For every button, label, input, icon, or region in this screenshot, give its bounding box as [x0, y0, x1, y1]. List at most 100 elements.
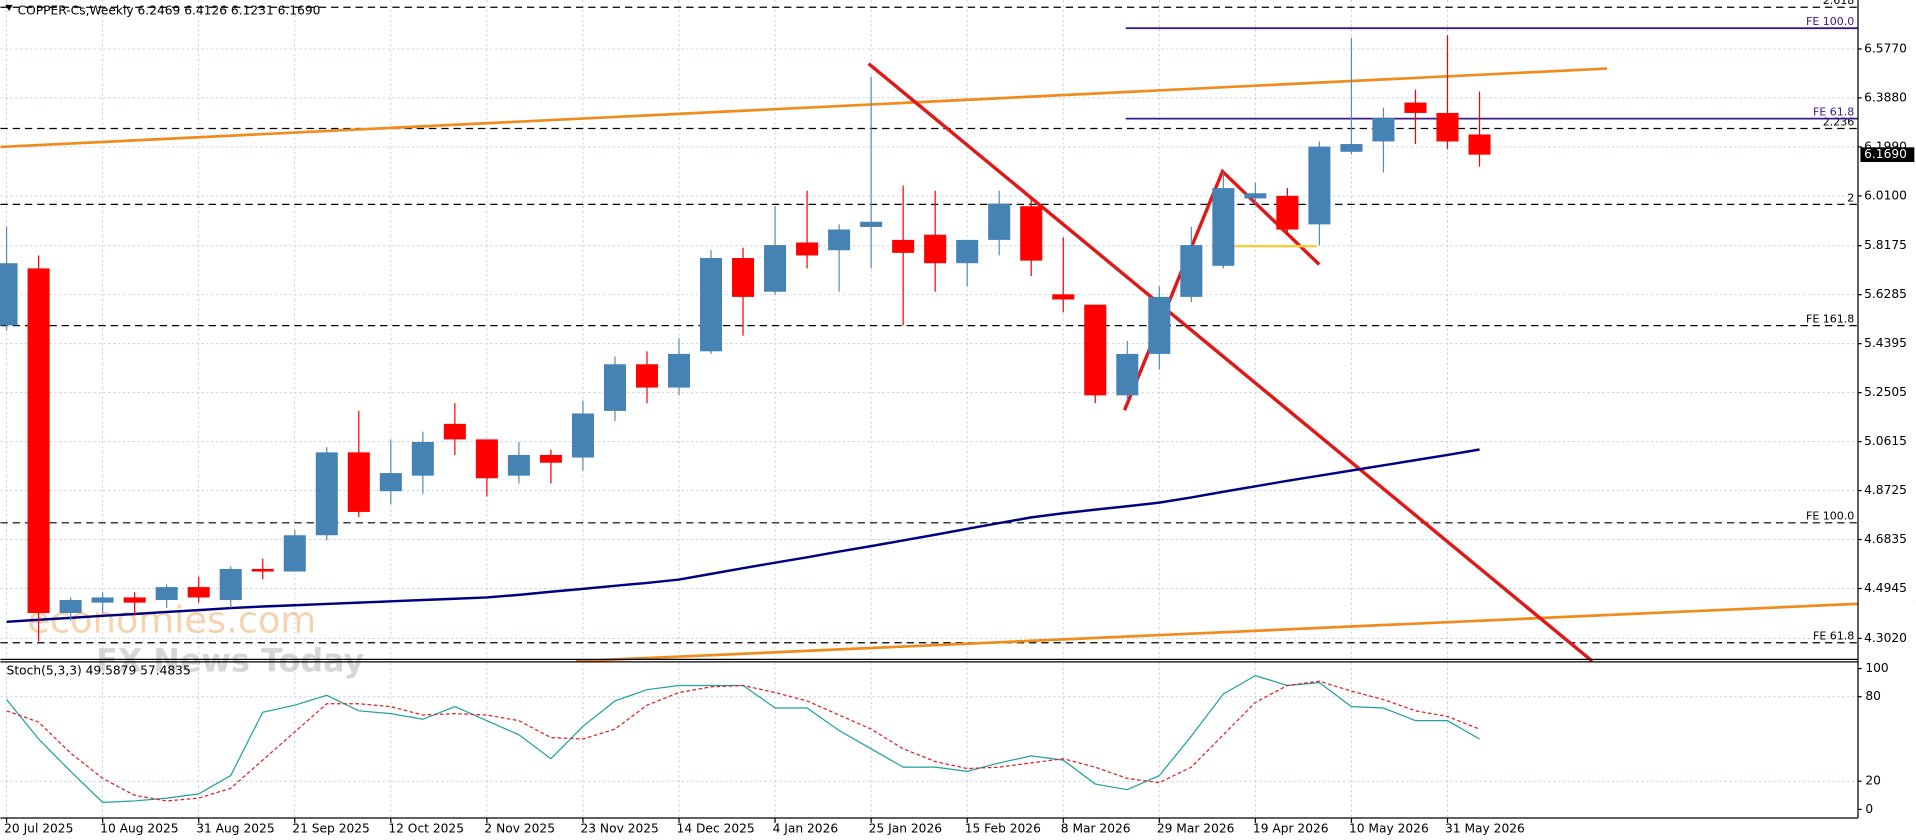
candle-body: [571, 413, 594, 458]
candle-body: [1052, 294, 1075, 300]
candle-body: [379, 473, 402, 492]
x-tick-label: 14 Dec 2025: [677, 821, 755, 835]
y-tick-label: 100: [1865, 661, 1888, 675]
candle-body: [956, 239, 979, 264]
current-price-box: [1860, 147, 1915, 163]
candle-body: [91, 597, 114, 603]
candle-body: [667, 353, 691, 388]
candle-body: [0, 263, 18, 326]
trend-line: [575, 599, 1916, 663]
candle-body: [1436, 112, 1459, 142]
axes: 6.57706.38806.19906.01005.81755.62855.43…: [4, 41, 1915, 835]
x-tick-label: 29 Mar 2026: [1157, 821, 1235, 835]
candle-body: [443, 423, 466, 440]
y-tick-label: 6.3880: [1864, 90, 1907, 104]
watermark-text: FX News Today: [96, 641, 365, 679]
x-tick-label: 2 Nov 2025: [484, 821, 555, 835]
icon: [5, 4, 13, 12]
current-price-label: 6.1690: [1864, 147, 1907, 161]
price-axis: [1858, 0, 1916, 840]
candle-body: [1244, 193, 1267, 199]
y-tick-label: 6.5770: [1864, 41, 1907, 55]
candle-body: [796, 242, 819, 256]
candle-body: [155, 587, 178, 601]
candle-body: [635, 364, 658, 388]
level-label: FE 100.0: [1806, 510, 1854, 523]
y-tick-label: 5.2505: [1864, 385, 1907, 399]
x-tick-label: 8 Mar 2026: [1061, 821, 1131, 835]
y-tick-label: 5.8175: [1864, 238, 1907, 252]
candle-body: [828, 229, 851, 251]
candle-body: [315, 452, 338, 536]
level-label: FE 61.8: [1813, 106, 1854, 119]
y-tick-label: 6.0100: [1864, 188, 1907, 202]
candle-body: [1404, 102, 1427, 113]
x-tick-label: 4 Jan 2026: [773, 821, 839, 835]
candle-body: [1468, 134, 1491, 155]
candle-body: [732, 258, 755, 297]
plot: [0, 35, 1491, 803]
candle-body: [700, 258, 723, 352]
x-tick-label: 23 Nov 2025: [580, 821, 658, 835]
x-tick-label: 10 May 2026: [1349, 821, 1429, 835]
candle-body: [1340, 144, 1363, 152]
x-tick-label: 12 Oct 2025: [388, 821, 464, 835]
candle-body: [123, 597, 146, 603]
candle-body: [764, 245, 787, 292]
candle-body: [59, 600, 82, 613]
candle-body: [251, 568, 274, 572]
candle-body: [219, 568, 242, 601]
x-tick-label: 31 May 2026: [1445, 821, 1525, 835]
level-label: FE 100.0: [1806, 15, 1854, 28]
y-tick-label: 5.4395: [1864, 336, 1907, 350]
y-tick-label: 5.6285: [1864, 287, 1907, 301]
y-tick-label: 4.4945: [1864, 581, 1907, 595]
y-tick-label: 4.8725: [1864, 483, 1907, 497]
y-tick-label: 0: [1865, 802, 1873, 816]
candle-body: [1372, 118, 1395, 142]
candle-body: [1276, 195, 1299, 230]
x-tick-label: 25 Jan 2026: [869, 821, 943, 835]
level-label: 2.618: [1823, 0, 1855, 7]
candle-body: [1212, 188, 1235, 266]
x-tick-label: 15 Feb 2026: [965, 821, 1041, 835]
candle-body: [347, 452, 370, 512]
candle-body: [283, 535, 306, 572]
candle-body: [1180, 245, 1203, 297]
candle-body: [603, 364, 626, 411]
level-label: FE 61.8: [1813, 630, 1854, 643]
candle-body: [892, 239, 915, 253]
candle-body: [539, 454, 562, 463]
candle-body: [411, 441, 434, 476]
candle-body: [1308, 146, 1331, 225]
candle-body: [860, 221, 883, 227]
y-tick-label: 4.6835: [1864, 532, 1907, 546]
x-tick-label: 10 Aug 2025: [100, 821, 178, 835]
x-tick-label: 20 Jul 2025: [4, 821, 73, 835]
x-tick-label: 21 Sep 2025: [292, 821, 370, 835]
candle-body: [1116, 353, 1139, 396]
y-tick-label: 20: [1865, 774, 1881, 788]
indicator-title: Stoch(5,3,3) 49.5879 57.4835: [7, 664, 191, 678]
y-tick-label: 4.3020: [1864, 631, 1907, 645]
y-tick-label: 80: [1865, 689, 1881, 703]
candle-body: [187, 587, 210, 598]
y-tick-label: 5.0615: [1864, 434, 1907, 448]
x-tick-label: 31 Aug 2025: [196, 821, 274, 835]
level-label: FE 161.8: [1806, 313, 1854, 326]
candle-body: [507, 454, 530, 476]
candle-body: [1020, 206, 1043, 261]
level-label: 2: [1847, 191, 1854, 204]
moving-average: [6, 448, 1480, 624]
candle-body: [1148, 296, 1171, 354]
candle-body: [1084, 304, 1107, 396]
trend-line: [867, 62, 1594, 663]
chart-title: COPPER-Cs,Weekly 6.2469 6.4126 6.1231 6.…: [18, 4, 321, 18]
candle-body: [27, 268, 50, 613]
x-tick-label: 19 Apr 2026: [1253, 821, 1329, 835]
candle-body: [988, 203, 1011, 240]
candle-body: [924, 234, 947, 264]
